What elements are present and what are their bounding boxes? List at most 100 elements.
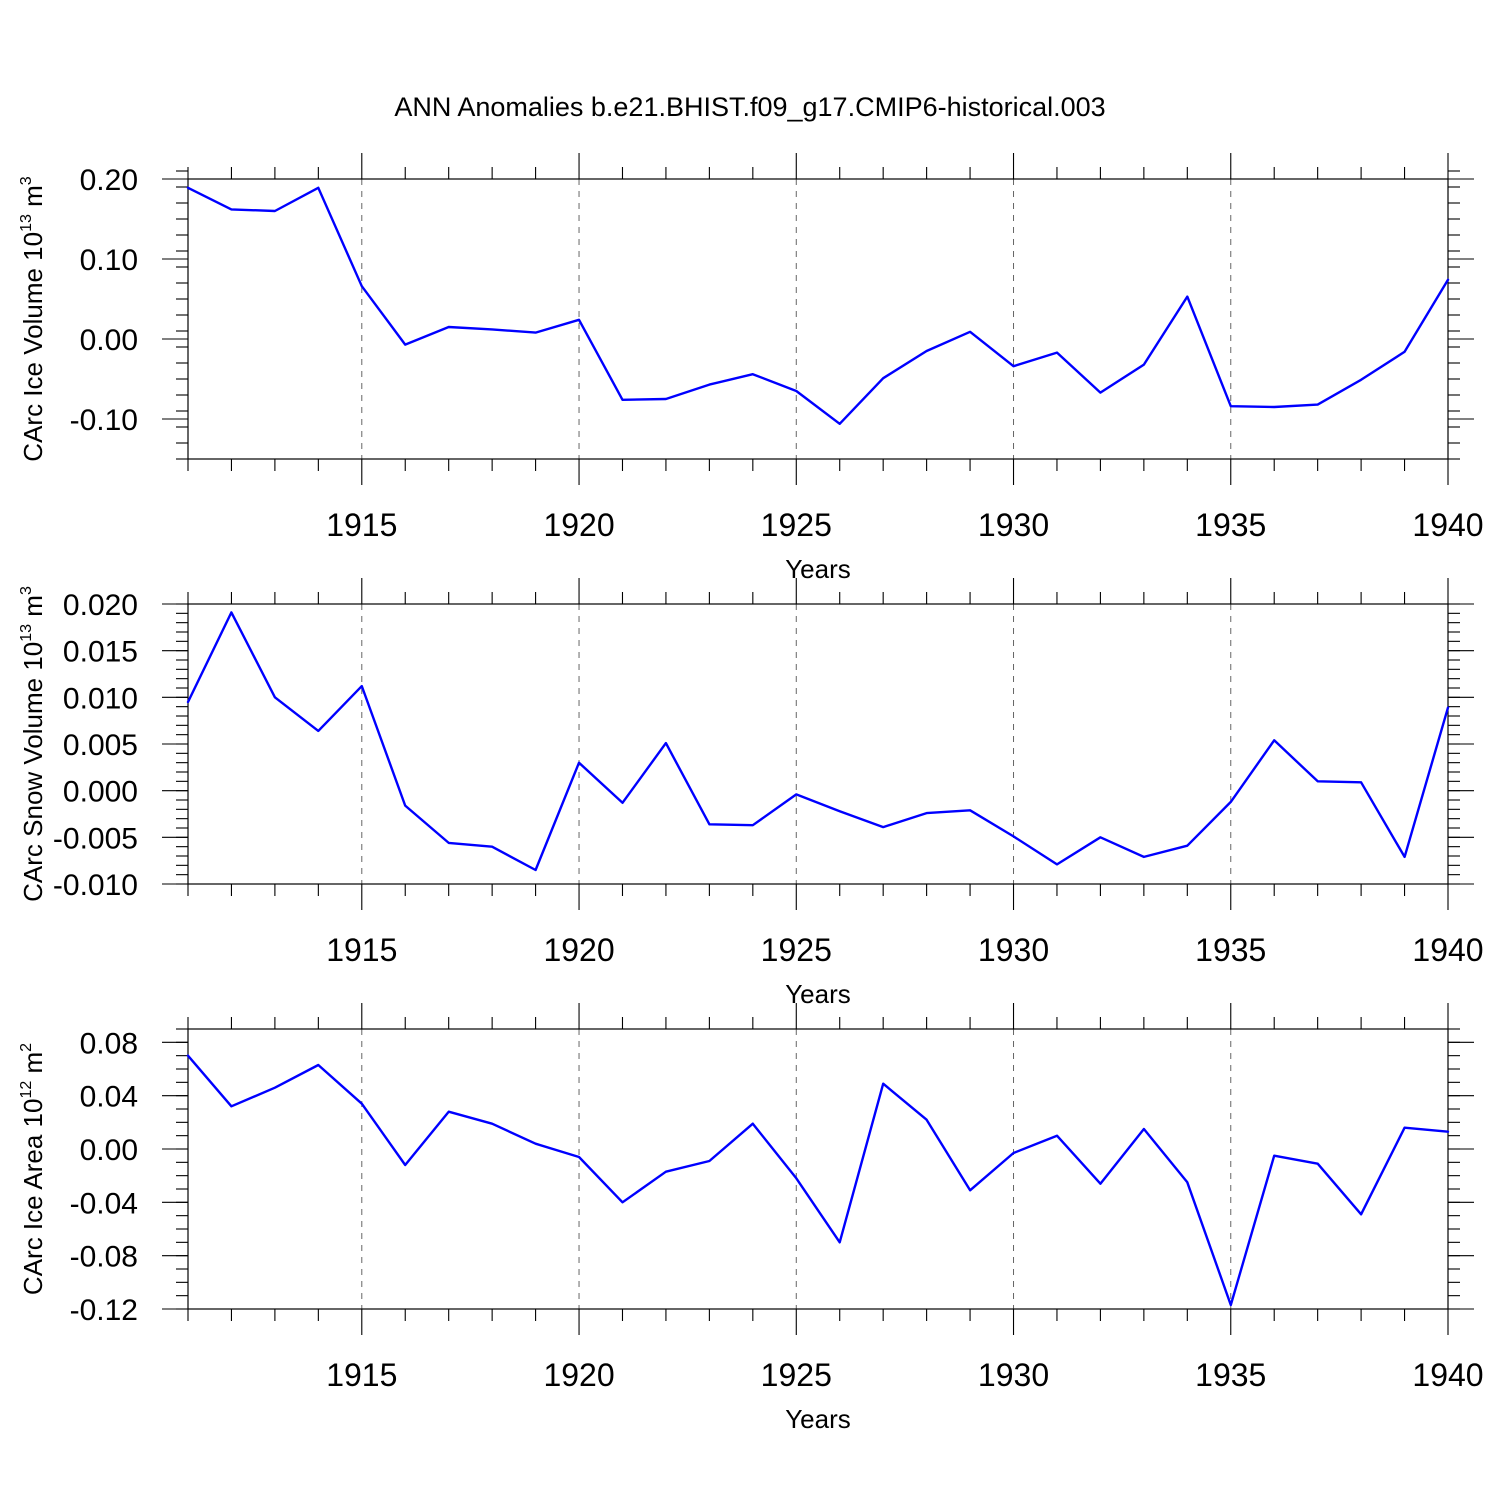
ice-area-plot-frame	[187, 1028, 1449, 1310]
snow-volume-point-1922	[663, 740, 669, 746]
ice-volume-point-1936	[1271, 404, 1277, 410]
ice-area-point-1917	[446, 1109, 452, 1115]
ice-volume-point-1935	[1228, 403, 1234, 409]
ice-area-point-1924	[750, 1121, 756, 1127]
figure-title: ANN Anomalies b.e21.BHIST.f09_g17.CMIP6-…	[394, 92, 1105, 122]
snow-volume-point-1925	[793, 791, 799, 797]
ice-volume-point-1921	[619, 397, 625, 403]
ice-volume-point-1939	[1402, 349, 1408, 355]
ice-volume-point-1928	[924, 348, 930, 354]
ice-volume-point-1915	[359, 283, 365, 289]
ice-area-xtick-label: 1930	[978, 1357, 1049, 1393]
ice-volume-ytick-label: 0.00	[80, 324, 138, 357]
ice-area-point-1911	[185, 1053, 191, 1059]
ice-area-point-1915	[359, 1101, 365, 1107]
snow-volume-point-1919	[533, 867, 539, 873]
ice-volume-plot-frame	[187, 178, 1449, 460]
ice-volume-ytick-label: 0.10	[80, 244, 138, 277]
snow-volume-point-1924	[750, 822, 756, 828]
ice-area-point-1920	[576, 1154, 582, 1160]
ice-volume-point-1920	[576, 317, 582, 323]
ice-area-point-1912	[228, 1103, 234, 1109]
ice-volume-point-1924	[750, 371, 756, 377]
ice-area-point-1922	[663, 1169, 669, 1175]
snow-volume-ytick-label: 0.010	[63, 682, 138, 715]
ice-area-point-1918	[489, 1121, 495, 1127]
ice-volume-xtick-label: 1935	[1195, 507, 1266, 543]
snow-volume-point-1932	[1097, 834, 1103, 840]
ice-area-point-1919	[533, 1141, 539, 1147]
ice-volume-panel: 0.20 0.10 0.00 -0.10 1915 1920 1925 1930 1935 194…	[18, 153, 1484, 584]
ice-area-series-line	[186, 1054, 1450, 1307]
snow-volume-point-1935	[1228, 799, 1234, 805]
ice-volume-xtick-label: 1925	[761, 507, 832, 543]
snow-volume-xtick-label: 1940	[1412, 932, 1483, 968]
snow-volume-ytick-label: 0.015	[63, 636, 138, 669]
snow-volume-point-1911	[185, 699, 191, 705]
ice-volume-xtick-label: 1930	[978, 507, 1049, 543]
ice-area-panel: 0.08 0.04 0.00 -0.04 -0.08 -0.12 1915 1920 1925 1…	[18, 1003, 1484, 1434]
snow-volume-point-1928	[924, 810, 930, 816]
snow-volume-series-line	[186, 611, 1450, 872]
snow-volume-yaxis-label: CArc Snow Volume 1013 m3	[18, 586, 48, 902]
ice-volume-point-1912	[228, 206, 234, 212]
snow-volume-point-1917	[446, 840, 452, 846]
ice-area-point-1931	[1054, 1133, 1060, 1139]
ice-volume-point-1940	[1445, 277, 1451, 283]
ice-volume-point-1923	[706, 382, 712, 388]
ice-area-point-1940	[1445, 1129, 1451, 1135]
snow-volume-ytick-label: -0.005	[53, 822, 138, 855]
snow-volume-point-1926	[837, 808, 843, 814]
ice-volume-point-1932	[1097, 390, 1103, 396]
ice-volume-point-1926	[837, 421, 843, 427]
ice-area-ytick-label: -0.04	[70, 1187, 138, 1220]
ice-area-point-1929	[967, 1187, 973, 1193]
ice-volume-point-1929	[967, 329, 973, 335]
ice-area-ytick-label: 0.00	[80, 1134, 138, 1167]
ice-volume-xaxis-label: Years	[785, 554, 851, 584]
snow-volume-point-1920	[576, 760, 582, 766]
ice-volume-ytick-label: 0.20	[80, 164, 138, 197]
ice-area-ytick-label: 0.08	[80, 1027, 138, 1060]
snow-volume-point-1934	[1184, 843, 1190, 849]
snow-volume-ytick-label: 0.020	[63, 589, 138, 622]
ice-volume-point-1938	[1358, 377, 1364, 383]
snow-volume-panel: 0.020 0.015 0.010 0.005 0.000 -0.005 -0.010 191…	[18, 578, 1484, 1009]
ice-volume-xtick-label: 1920	[543, 507, 614, 543]
ice-volume-point-1925	[793, 388, 799, 394]
snow-volume-point-1933	[1141, 854, 1147, 860]
ice-volume-ytick-label: -0.10	[70, 404, 138, 437]
ice-volume-point-1922	[663, 396, 669, 402]
snow-volume-point-1914	[315, 728, 321, 734]
ice-volume-point-1927	[880, 375, 886, 381]
snow-volume-point-1939	[1402, 854, 1408, 860]
ice-volume-point-1914	[315, 185, 321, 191]
snow-volume-point-1912	[228, 609, 234, 615]
snow-volume-point-1918	[489, 844, 495, 850]
ice-volume-point-1919	[533, 330, 539, 336]
snow-volume-xtick-label: 1930	[978, 932, 1049, 968]
snow-volume-xtick-label: 1925	[761, 932, 832, 968]
snow-volume-point-1940	[1445, 705, 1451, 711]
snow-volume-point-1916	[402, 803, 408, 809]
ice-area-point-1932	[1097, 1181, 1103, 1187]
ice-area-point-1921	[619, 1199, 625, 1205]
snow-volume-point-1938	[1358, 779, 1364, 785]
snow-volume-ytick-label: 0.005	[63, 729, 138, 762]
ice-area-point-1923	[706, 1158, 712, 1164]
ice-area-point-1916	[402, 1162, 408, 1168]
snow-volume-xtick-label: 1915	[326, 932, 397, 968]
ice-area-point-1939	[1402, 1125, 1408, 1131]
ice-volume-point-1917	[446, 324, 452, 330]
snow-volume-ytick-label: 0.000	[63, 776, 138, 809]
ice-volume-point-1933	[1141, 362, 1147, 368]
snow-volume-point-1915	[359, 683, 365, 689]
ice-area-point-1913	[272, 1085, 278, 1091]
snow-volume-ytick-label: -0.010	[53, 869, 138, 902]
ice-area-point-1925	[793, 1175, 799, 1181]
ice-area-ytick-label: -0.12	[70, 1294, 138, 1327]
ice-volume-point-1916	[402, 342, 408, 348]
ice-volume-xtick-label: 1915	[326, 507, 397, 543]
snow-volume-xaxis-label: Years	[785, 979, 851, 1009]
